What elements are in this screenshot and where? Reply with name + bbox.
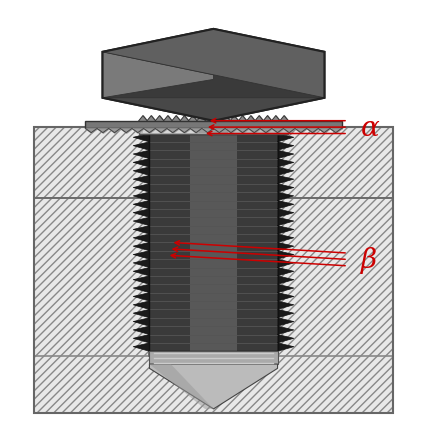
Bar [198, 122, 228, 134]
Polygon shape [277, 268, 293, 276]
Polygon shape [133, 293, 149, 301]
Bar [34, 128, 149, 198]
Bar [190, 134, 236, 351]
Polygon shape [133, 201, 149, 210]
Polygon shape [277, 143, 293, 151]
Polygon shape [277, 226, 293, 234]
Bar [34, 128, 392, 413]
Polygon shape [133, 226, 149, 234]
Polygon shape [149, 364, 277, 409]
Polygon shape [133, 159, 149, 167]
Polygon shape [102, 30, 324, 98]
Bar [277, 128, 392, 198]
Polygon shape [133, 151, 149, 159]
Text: β: β [360, 246, 376, 273]
Text: α: α [360, 114, 379, 141]
Polygon shape [277, 243, 293, 251]
Polygon shape [133, 210, 149, 218]
Polygon shape [133, 301, 149, 310]
Polygon shape [277, 193, 293, 201]
Polygon shape [102, 53, 213, 98]
Polygon shape [277, 285, 293, 293]
Polygon shape [277, 210, 293, 218]
Polygon shape [277, 201, 293, 210]
Polygon shape [133, 335, 149, 343]
Polygon shape [133, 276, 149, 285]
Polygon shape [277, 151, 293, 159]
Polygon shape [133, 218, 149, 226]
Bar [138, 121, 288, 134]
Bar [277, 198, 392, 413]
Polygon shape [133, 343, 149, 351]
Polygon shape [133, 318, 149, 326]
Polygon shape [149, 364, 213, 409]
Polygon shape [102, 30, 324, 121]
Bar [85, 121, 341, 129]
Polygon shape [277, 326, 293, 335]
Polygon shape [133, 167, 149, 176]
Bar [34, 198, 149, 413]
Bar [149, 134, 277, 351]
Polygon shape [133, 176, 149, 184]
Polygon shape [277, 301, 293, 310]
Bar [149, 134, 277, 351]
Polygon shape [133, 243, 149, 251]
Polygon shape [277, 343, 293, 351]
Polygon shape [133, 310, 149, 318]
Polygon shape [102, 98, 324, 121]
Bar [149, 351, 277, 364]
Polygon shape [277, 134, 293, 143]
Polygon shape [277, 184, 293, 193]
Polygon shape [277, 234, 293, 243]
Polygon shape [133, 193, 149, 201]
Polygon shape [133, 259, 149, 268]
Polygon shape [277, 159, 293, 167]
Polygon shape [133, 234, 149, 243]
Polygon shape [277, 167, 293, 176]
Polygon shape [133, 326, 149, 335]
Polygon shape [277, 318, 293, 326]
Polygon shape [133, 143, 149, 151]
Polygon shape [277, 293, 293, 301]
Bar [34, 356, 392, 413]
Polygon shape [133, 184, 149, 193]
Polygon shape [277, 176, 293, 184]
Polygon shape [277, 276, 293, 285]
Polygon shape [277, 259, 293, 268]
Polygon shape [133, 251, 149, 259]
Polygon shape [102, 30, 324, 75]
Polygon shape [133, 134, 149, 143]
Polygon shape [277, 251, 293, 259]
Polygon shape [277, 310, 293, 318]
Polygon shape [277, 218, 293, 226]
Polygon shape [133, 268, 149, 276]
Polygon shape [277, 335, 293, 343]
Bar [143, 124, 195, 133]
Polygon shape [133, 285, 149, 293]
